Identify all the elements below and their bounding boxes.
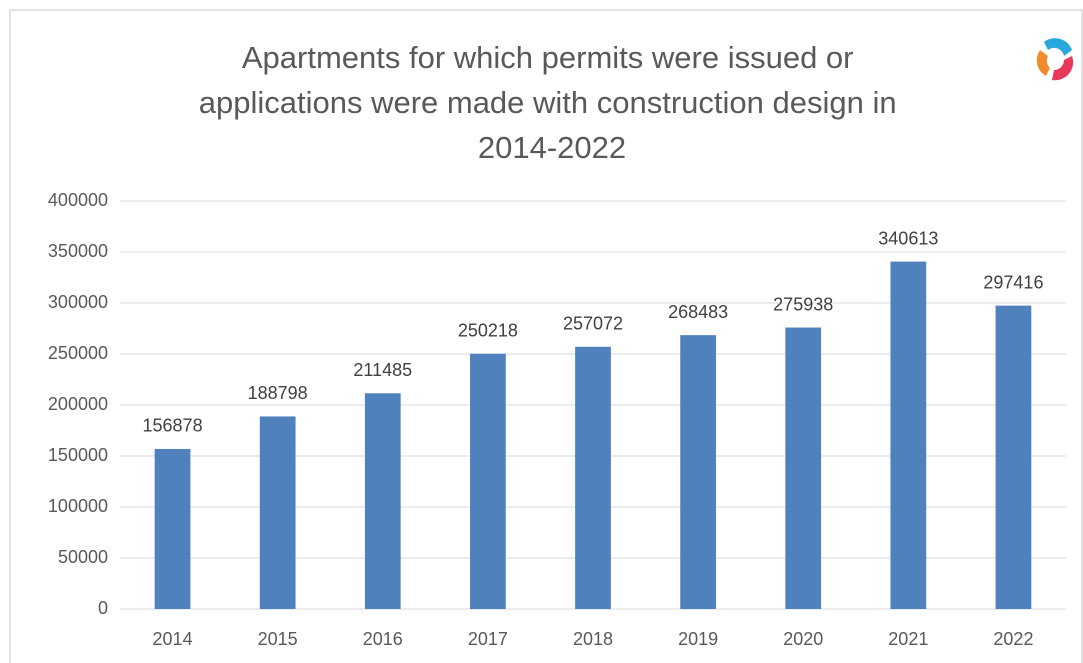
x-tick-label: 2016 xyxy=(363,629,403,649)
title-line: 2014-2022 xyxy=(478,130,626,165)
value-label: 297416 xyxy=(983,272,1043,292)
bar xyxy=(680,335,716,609)
x-tick-label: 2020 xyxy=(783,629,823,649)
y-tick-label: 150000 xyxy=(48,445,108,465)
x-tick-label: 2018 xyxy=(573,629,613,649)
chart-title: Apartments for which permits were issued… xyxy=(199,40,906,165)
x-tick-label: 2021 xyxy=(888,629,928,649)
y-tick-label: 200000 xyxy=(48,394,108,414)
value-label: 250218 xyxy=(458,321,518,341)
value-label: 275938 xyxy=(773,294,833,314)
value-label: 340613 xyxy=(878,228,938,248)
y-tick-label: 0 xyxy=(98,598,108,618)
x-tick-label: 2017 xyxy=(468,629,508,649)
bar xyxy=(785,327,822,609)
y-tick-label: 350000 xyxy=(48,241,108,261)
y-tick-label: 50000 xyxy=(58,547,108,567)
value-label: 188798 xyxy=(248,383,308,403)
title-line: applications were made with construction… xyxy=(199,85,897,120)
bar xyxy=(364,393,401,609)
x-tick-label: 2022 xyxy=(993,629,1033,649)
x-tick-label: 2019 xyxy=(678,629,718,649)
logo xyxy=(1036,38,1074,81)
y-tick-label: 250000 xyxy=(48,343,108,363)
bar xyxy=(575,346,611,609)
bar xyxy=(995,305,1032,609)
x-tick-label: 2015 xyxy=(258,629,298,649)
value-label: 156878 xyxy=(143,416,203,436)
y-tick-label: 100000 xyxy=(48,496,108,516)
y-tick-label: 300000 xyxy=(48,292,108,312)
value-label: 257072 xyxy=(563,314,623,334)
bar xyxy=(154,448,191,609)
bar xyxy=(259,416,296,609)
x-tick-label: 2014 xyxy=(153,629,193,649)
title-line: Apartments for which permits were issued… xyxy=(242,40,854,75)
y-tick-label: 400000 xyxy=(48,190,108,210)
bar xyxy=(890,261,927,609)
value-label: 268483 xyxy=(668,302,728,322)
value-label: 211485 xyxy=(353,360,412,380)
bar xyxy=(470,353,506,609)
